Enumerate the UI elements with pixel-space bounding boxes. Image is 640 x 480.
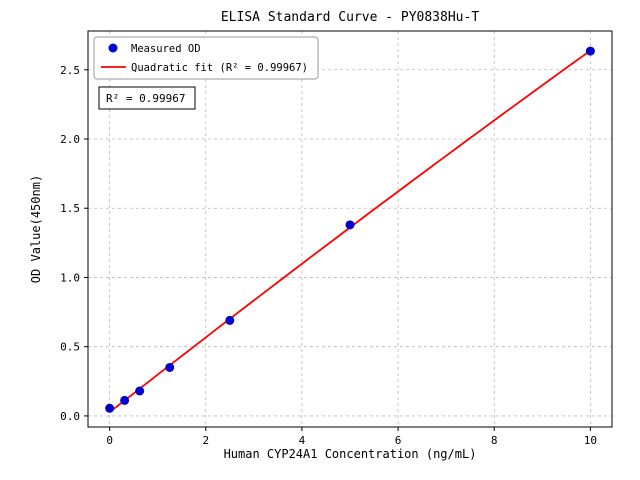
- measured-od-points: [105, 46, 595, 413]
- x-tick-label: 0: [106, 434, 113, 447]
- measured-od-point: [120, 395, 130, 405]
- chart-title: ELISA Standard Curve - PY0838Hu-T: [221, 10, 479, 25]
- y-tick-label: 1.5: [60, 202, 80, 215]
- measured-od-point: [345, 220, 355, 230]
- measured-od-point: [585, 46, 595, 56]
- measured-od-point: [105, 403, 115, 413]
- axes-ticks: 0 2 4 6 8 10 0.0 0.5 1.0 1.5 2.0 2.5: [60, 64, 597, 447]
- x-tick-label: 8: [491, 434, 498, 447]
- r-squared-annotation: R² = 0.99967: [98, 86, 196, 110]
- measured-od-point: [135, 386, 145, 396]
- legend-box: [93, 36, 319, 80]
- measured-od-point: [165, 362, 175, 372]
- legend: Measured OD Quadratic fit (R² = 0.99967): [93, 36, 319, 80]
- y-tick-label: 0.0: [60, 410, 80, 423]
- x-tick-label: 10: [584, 434, 597, 447]
- y-tick-label: 2.0: [60, 133, 80, 146]
- y-tick-label: 0.5: [60, 341, 80, 354]
- x-tick-label: 2: [202, 434, 209, 447]
- y-axis-label: OD Value(450nm): [29, 175, 43, 283]
- x-tick-label: 6: [395, 434, 402, 447]
- x-tick-label: 4: [299, 434, 306, 447]
- r-squared-box: [98, 86, 196, 110]
- y-tick-label: 2.5: [60, 64, 80, 77]
- legend-marker-measured-od: [108, 43, 118, 53]
- legend-label-quadratic-fit: Quadratic fit (R² = 0.99967): [131, 62, 308, 74]
- measured-od-point: [225, 315, 235, 325]
- y-tick-label: 1.0: [60, 271, 80, 284]
- x-axis-label: Human CYP24A1 Concentration (ng/mL): [224, 447, 477, 461]
- r-squared-text: R² = 0.99967: [106, 92, 185, 105]
- legend-label-measured-od: Measured OD: [131, 43, 201, 55]
- plot-border: [87, 30, 613, 428]
